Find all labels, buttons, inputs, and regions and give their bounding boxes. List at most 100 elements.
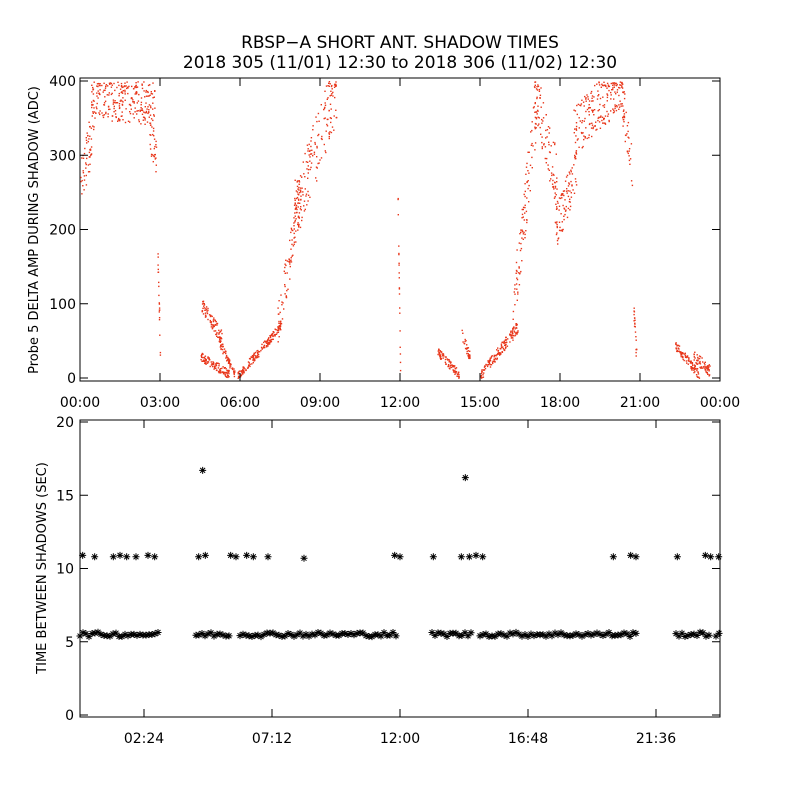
data-point [227, 369, 229, 372]
data-point [538, 88, 541, 91]
data-point [602, 630, 610, 638]
data-point [556, 200, 559, 203]
data-point [604, 123, 607, 125]
data-point [328, 133, 331, 135]
data-point [209, 321, 212, 323]
data-point [323, 631, 331, 639]
top-x-tick-label: 00:00 [60, 395, 100, 411]
data-point [298, 181, 301, 183]
data-point [324, 106, 326, 109]
data-point [109, 553, 117, 561]
data-point [698, 357, 701, 360]
data-point [323, 108, 325, 111]
data-point [398, 245, 400, 247]
data-point [554, 196, 556, 198]
data-point [616, 91, 618, 93]
data-point [350, 631, 358, 639]
data-point [103, 89, 105, 92]
data-point [684, 352, 686, 354]
data-point [499, 347, 501, 350]
data-point [527, 151, 529, 153]
data-point [694, 367, 696, 370]
data-point [313, 153, 316, 155]
data-point [153, 138, 156, 140]
data-point [219, 336, 221, 338]
data-point [514, 328, 516, 330]
data-point [325, 130, 327, 132]
data-point [517, 293, 519, 295]
data-point [204, 314, 207, 316]
data-point [545, 114, 547, 116]
data-point [216, 322, 219, 325]
data-point [221, 343, 223, 346]
data-point [292, 229, 294, 232]
data-point [141, 83, 143, 85]
data-point [399, 307, 401, 309]
data-point [628, 148, 631, 150]
data-point [676, 350, 678, 352]
data-point [500, 631, 508, 639]
data-point [85, 174, 87, 177]
data-point [524, 237, 526, 239]
data-point [279, 325, 282, 327]
data-point [603, 104, 606, 106]
data-point [630, 143, 633, 145]
data-point [543, 143, 545, 145]
data-point [221, 332, 223, 335]
data-point [79, 551, 87, 559]
data-point [620, 84, 622, 86]
data-point [234, 370, 236, 372]
data-point [562, 190, 565, 192]
data-point [301, 187, 303, 189]
data-point [319, 159, 321, 161]
data-point [516, 288, 518, 290]
data-point [228, 359, 231, 361]
data-point [116, 551, 124, 559]
data-point [607, 115, 609, 117]
data-point [462, 332, 464, 334]
data-point [680, 353, 683, 355]
data-point [334, 83, 336, 85]
data-point [149, 94, 151, 96]
data-point [490, 357, 492, 359]
data-point [278, 329, 280, 332]
data-point [305, 632, 313, 640]
data-point [334, 96, 336, 99]
data-point [623, 109, 625, 111]
data-point [588, 100, 591, 102]
data-point [258, 351, 261, 353]
data-point [104, 100, 107, 102]
data-point [217, 362, 219, 364]
data-point [316, 145, 318, 148]
data-point [299, 189, 302, 191]
data-point [368, 633, 376, 641]
data-point [300, 191, 302, 193]
data-point [88, 156, 91, 158]
data-point [522, 206, 525, 209]
data-point [527, 180, 529, 182]
data-point [335, 631, 343, 639]
data-point [146, 108, 148, 110]
data-point [140, 97, 143, 99]
data-point [458, 373, 460, 376]
data-point [553, 174, 555, 176]
data-point [555, 203, 557, 205]
data-point [554, 143, 556, 146]
data-point [546, 136, 548, 138]
data-point [79, 629, 87, 637]
data-point [702, 632, 710, 640]
data-point [537, 124, 539, 127]
data-point [584, 117, 586, 120]
data-point [297, 188, 299, 190]
data-point [698, 377, 701, 379]
data-point [280, 329, 282, 331]
top-plot-frame [79, 77, 721, 382]
data-point [568, 171, 570, 173]
data-point [437, 350, 439, 352]
data-point [560, 194, 562, 197]
data-point [89, 149, 91, 151]
data-point [567, 207, 570, 210]
data-point [516, 249, 518, 251]
data-point [279, 327, 281, 329]
data-point [210, 315, 212, 317]
